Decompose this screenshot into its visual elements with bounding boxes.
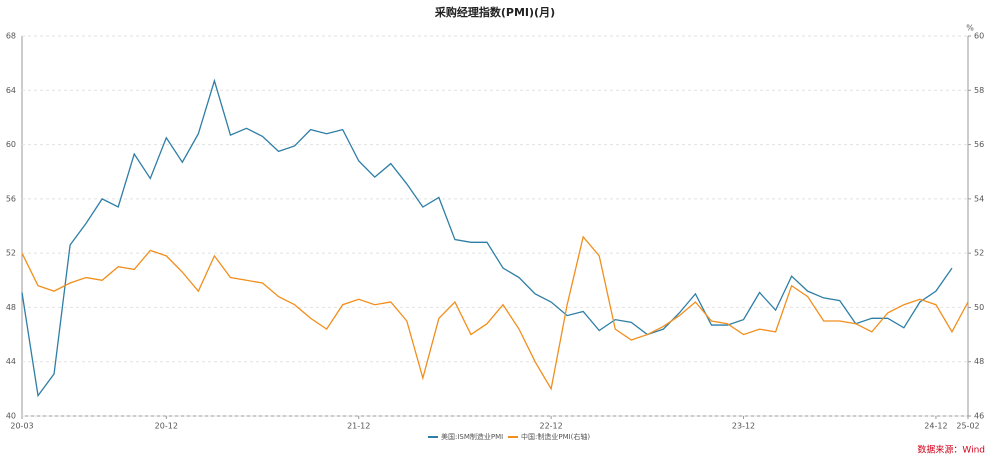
y-tick-label: 56 <box>6 194 16 203</box>
y-tick-label: 68 <box>6 32 16 41</box>
y-tick-label: 64 <box>6 86 16 95</box>
y-tick-label: 48 <box>6 303 16 312</box>
y2-tick-label: 46 <box>974 412 984 421</box>
series-line <box>21 235 969 391</box>
legend-label: 美国:ISM制造业PMI <box>441 432 503 441</box>
source-note: 数据来源：Wind <box>917 444 985 456</box>
y2-unit: % <box>966 24 974 33</box>
x-tick-label: 24-12 <box>924 422 947 431</box>
x-tick-label: 23-12 <box>732 422 755 431</box>
x-tick-label: 25-02 <box>956 422 979 431</box>
chart-title: 采购经理指数(PMI)(月) <box>434 5 555 19</box>
y2-tick-label: 52 <box>974 249 984 258</box>
y2-tick-label: 54 <box>974 194 984 203</box>
legend-label: 中国:制造业PMI(右轴) <box>521 432 590 441</box>
y-tick-label: 40 <box>6 412 16 421</box>
x-tick-label: 20-12 <box>155 422 178 431</box>
y2-tick-label: 48 <box>974 357 984 366</box>
y-tick-label: 52 <box>6 249 16 258</box>
series-line <box>21 78 953 398</box>
y2-tick-label: 50 <box>974 303 984 312</box>
y2-tick-label: 60 <box>974 32 984 41</box>
y2-tick-label: 58 <box>974 86 984 95</box>
x-tick-label: 21-12 <box>347 422 370 431</box>
y-tick-label: 44 <box>6 357 16 366</box>
y2-tick-label: 56 <box>974 140 984 149</box>
x-tick-label: 20-03 <box>10 422 33 431</box>
x-tick-label: 22-12 <box>539 422 562 431</box>
y-tick-label: 60 <box>6 140 16 149</box>
